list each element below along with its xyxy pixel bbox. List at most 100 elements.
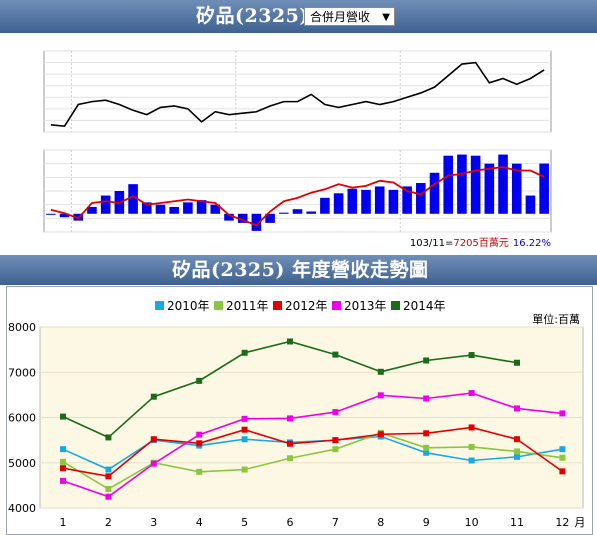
revenue-bar xyxy=(46,213,56,215)
annual-title: 矽品(2325) 年度營收走勢圖 xyxy=(172,259,429,281)
annual-x-tick: 8 xyxy=(377,516,384,529)
annual-data-point xyxy=(514,453,520,460)
annual-data-point xyxy=(559,454,566,461)
annual-data-point xyxy=(60,458,66,465)
summary-prefix: 103/11= xyxy=(410,238,454,249)
revenue-bar xyxy=(196,200,207,214)
revenue-bar xyxy=(279,212,289,214)
annual-data-point xyxy=(332,437,339,444)
revenue-bar xyxy=(484,163,495,214)
annual-data-point xyxy=(468,352,475,359)
annual-data-point xyxy=(150,460,157,467)
annual-data-point xyxy=(468,457,475,464)
annual-header: 矽品(2325) 年度營收走勢圖 xyxy=(0,255,597,285)
report-type-select[interactable]: 合併月營收 ▼ xyxy=(304,7,395,26)
top-charts: 103/11=7205百萬元 16.22% xyxy=(0,33,597,255)
revenue-bar xyxy=(265,213,275,223)
annual-x-tick: 7 xyxy=(332,516,339,529)
growth-line xyxy=(50,166,545,227)
legend-swatch xyxy=(273,301,282,310)
dropdown-arrow-icon[interactable]: ▼ xyxy=(382,12,390,23)
revenue-bar xyxy=(169,206,179,214)
revenue-bar xyxy=(402,186,412,214)
legend-swatch xyxy=(155,301,164,310)
annual-data-point xyxy=(60,477,66,484)
summary-pct: 16.22% xyxy=(513,238,551,249)
legend-series-label: 2010年 xyxy=(167,299,210,313)
legend-series-label: 2011年 xyxy=(226,299,269,313)
annual-data-point xyxy=(105,434,112,441)
revenue-bar xyxy=(498,154,508,214)
annual-data-point xyxy=(559,468,566,475)
revenue-bar xyxy=(347,188,358,214)
revenue-bar xyxy=(155,204,166,214)
revenue-bar xyxy=(470,155,481,214)
annual-data-point xyxy=(105,493,112,500)
annual-data-point xyxy=(332,446,339,453)
legend-series-label: 2014年 xyxy=(403,299,446,313)
annual-data-point xyxy=(287,455,293,462)
annual-data-point xyxy=(196,468,203,475)
annual-data-point xyxy=(287,415,293,422)
annual-data-point xyxy=(559,410,566,417)
revenue-bar xyxy=(128,184,138,214)
revenue-bar xyxy=(388,189,399,214)
annual-data-point xyxy=(468,424,475,431)
annual-data-point xyxy=(196,431,203,438)
annual-data-point xyxy=(60,465,66,472)
annual-data-point xyxy=(150,393,157,400)
annual-data-point xyxy=(332,351,339,358)
revenue-bar xyxy=(100,195,111,214)
revenue-bar xyxy=(443,155,454,214)
annual-data-point xyxy=(423,444,430,451)
revenue-bar xyxy=(539,163,549,214)
annual-y-tick: 6000 xyxy=(8,412,36,425)
revenue-bar xyxy=(237,213,248,223)
annual-data-point xyxy=(287,440,293,447)
annual-x-unit: 月 xyxy=(574,516,585,529)
annual-x-tick: 1 xyxy=(60,516,67,529)
annual-data-point xyxy=(423,357,430,364)
revenue-bar xyxy=(251,213,262,231)
annual-data-point xyxy=(287,338,293,345)
annual-data-point xyxy=(423,449,430,456)
annual-data-point xyxy=(423,395,430,402)
top-header: 矽品(2325) 合併月營收 ▼ xyxy=(0,0,597,33)
summary-value: 7205百萬元 xyxy=(453,236,508,249)
annual-data-point xyxy=(332,409,339,416)
annual-data-point xyxy=(241,466,248,473)
annual-data-point xyxy=(377,392,384,399)
annual-data-point xyxy=(105,485,112,492)
annual-data-point xyxy=(105,473,112,480)
annual-x-tick: 3 xyxy=(150,516,157,529)
annual-x-tick: 9 xyxy=(423,516,430,529)
annual-data-point xyxy=(514,359,520,366)
annual-data-point xyxy=(377,368,384,375)
revenue-bar xyxy=(416,183,426,214)
revenue-bar xyxy=(59,213,70,218)
annual-x-tick: 5 xyxy=(241,516,248,529)
annual-series-line xyxy=(62,426,563,478)
legend-series-label: 2012年 xyxy=(285,299,328,313)
price-plot-area xyxy=(43,50,552,133)
annual-x-tick: 6 xyxy=(287,516,294,529)
annual-y-tick: 5000 xyxy=(8,457,36,470)
revenue-bar xyxy=(183,202,193,214)
revenue-bar xyxy=(429,172,440,214)
annual-series-line xyxy=(62,432,563,490)
annual-data-point xyxy=(196,440,203,447)
annual-series-line xyxy=(62,392,563,498)
annual-x-tick: 10 xyxy=(465,516,479,529)
revenue-bar xyxy=(87,206,97,214)
annual-unit-label: 單位:百萬 xyxy=(532,312,580,326)
revenue-bar xyxy=(525,195,536,214)
revenue-bar xyxy=(320,197,330,214)
annual-data-point xyxy=(559,446,566,453)
annual-y-tick: 7000 xyxy=(8,366,36,379)
price-line xyxy=(50,61,545,128)
revenue-bar xyxy=(141,202,152,214)
annual-data-point xyxy=(241,415,248,422)
company-title: 矽品(2325) xyxy=(196,5,309,27)
legend-swatch xyxy=(214,301,223,310)
